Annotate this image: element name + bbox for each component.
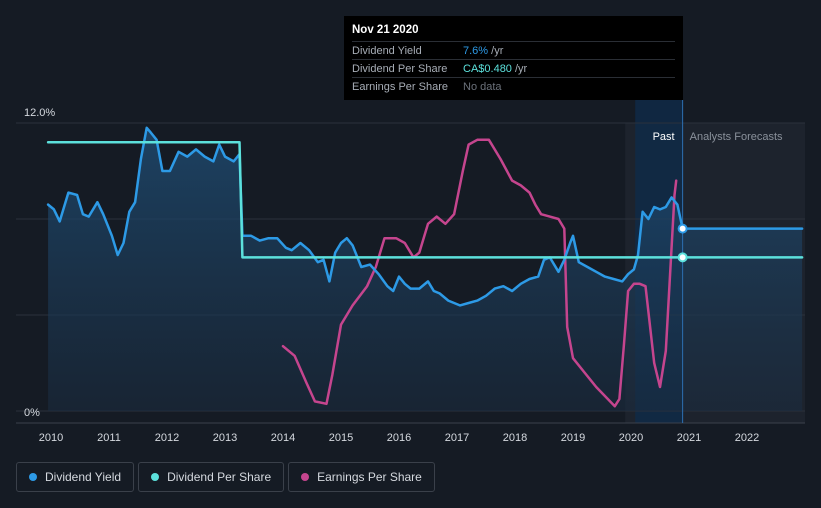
legend-dividend-yield[interactable]: Dividend Yield xyxy=(16,462,135,492)
x-tick-label: 2015 xyxy=(329,432,353,444)
legend-label: Earnings Per Share xyxy=(317,470,422,484)
dividend-yield-area xyxy=(48,127,803,412)
x-tick-label: 2019 xyxy=(561,432,585,444)
dividend-per-share-line xyxy=(46,140,804,259)
x-tick-label: 2017 xyxy=(445,432,469,444)
x-tick-label: 2021 xyxy=(677,432,701,444)
x-tick-label: 2020 xyxy=(619,432,643,444)
y-axis-bottom-label: 0% xyxy=(24,407,40,419)
x-tick-label: 2018 xyxy=(503,432,527,444)
x-tick-label: 2014 xyxy=(271,432,295,444)
x-tick-label: 2011 xyxy=(97,432,121,444)
x-axis-ticks: 2010 2011 2012 2013 2014 2015 2016 2017 2018 2019… xyxy=(39,432,759,444)
legend: Dividend Yield Dividend Per Share Earnings… xyxy=(16,462,435,492)
legend-dot-icon xyxy=(29,473,37,481)
past-region-label: Past xyxy=(653,131,675,143)
tooltip-row: Dividend Yield 7.6% /yr xyxy=(352,41,675,59)
x-tick-label: 2013 xyxy=(213,432,237,444)
tooltip-row: Dividend Per Share CA$0.480 /yr xyxy=(352,59,675,77)
x-tick-label: 2022 xyxy=(735,432,759,444)
forecast-region-label: Analysts Forecasts xyxy=(690,131,783,143)
x-tick-label: 2010 xyxy=(39,432,63,444)
legend-dividend-per-share[interactable]: Dividend Per Share xyxy=(138,462,285,492)
dividend-yield-line xyxy=(46,126,804,307)
legend-label: Dividend Yield xyxy=(45,470,122,484)
dividend-per-share-marker xyxy=(677,252,688,263)
tooltip-row-value: CA$0.480 /yr xyxy=(463,62,528,75)
legend-dot-icon xyxy=(151,473,160,481)
tooltip-row-value: 7.6% /yr xyxy=(463,44,504,57)
legend-label: Dividend Per Share xyxy=(167,470,272,484)
tooltip-row-label: Earnings Per Share xyxy=(352,80,448,93)
tooltip-date: Nov 21 2020 xyxy=(352,24,419,36)
x-tick-label: 2012 xyxy=(155,432,179,444)
tooltip: Nov 21 2020 Dividend Yield 7.6% /yr Divide… xyxy=(344,16,683,100)
legend-dot-icon xyxy=(301,473,310,481)
x-tick-label: 2016 xyxy=(387,432,411,444)
dividend-yield-marker xyxy=(677,223,688,234)
earnings-per-share-line xyxy=(281,138,678,408)
tooltip-row: Earnings Per Share No data xyxy=(352,77,675,95)
y-axis-top-label: 12.0% xyxy=(24,107,55,119)
legend-earnings-per-share[interactable]: Earnings Per Share xyxy=(288,462,435,492)
tooltip-row-value: No data xyxy=(463,80,502,93)
tooltip-row-label: Dividend Yield xyxy=(352,44,422,57)
tooltip-row-label: Dividend Per Share xyxy=(352,62,448,75)
